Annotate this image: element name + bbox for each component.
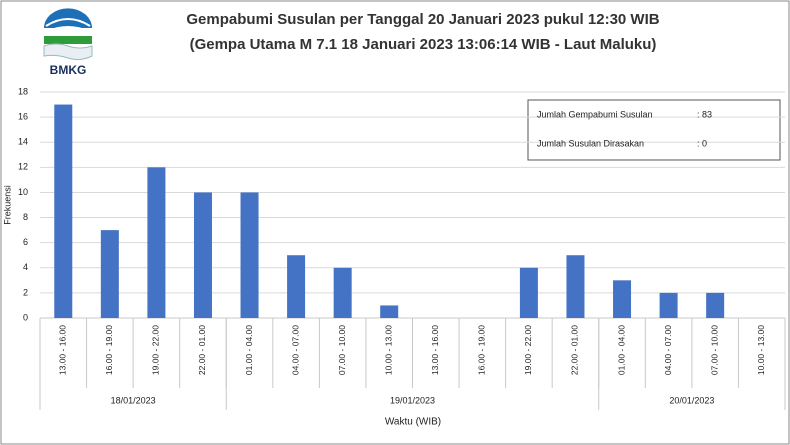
bar [380,305,399,318]
x-tick-label: 19.00 - 22.00 [151,325,161,375]
logo-text: BMKG [50,63,87,77]
y-tick-label: 0 [23,312,28,322]
x-tick-label: 19.00 - 22.00 [523,325,533,375]
bar [240,192,259,318]
info-value: : 0 [697,138,707,148]
chart-title: Gempabumi Susulan per Tanggal 20 Januari… [186,11,659,28]
x-tick-label: 16.00 - 19.00 [477,325,487,375]
x-tick-label: 16.00 - 19.00 [104,325,114,375]
x-tick-label: 10.00 - 13.00 [756,325,766,375]
bar [613,280,632,318]
x-tick-label: 01.00 - 04.00 [244,325,254,375]
info-box [527,99,781,161]
bar [333,267,352,318]
y-tick-label: 2 [23,287,28,297]
y-tick-label: 12 [18,162,28,172]
info-label: Jumlah Gempabumi Susulan [537,109,653,119]
group-label: 18/01/2023 [111,395,156,405]
x-tick-label: 22.00 - 01.00 [197,325,207,375]
y-tick-label: 14 [18,137,28,147]
y-tick-label: 10 [18,187,28,197]
info-value: : 83 [697,109,712,119]
bar [147,167,166,318]
group-label: 20/01/2023 [669,395,714,405]
bar [706,292,725,318]
bar [193,192,212,318]
x-tick-label: 07.00 - 10.00 [709,325,719,375]
x-tick-label: 22.00 - 01.00 [570,325,580,375]
chart-subtitle: (Gempa Utama M 7.1 18 Januari 2023 13:06… [190,36,657,53]
x-axis-title: Waktu (WIB) [385,417,441,428]
y-tick-label: 18 [18,86,28,96]
bar [287,255,306,318]
x-tick-label: 10.00 - 13.00 [383,325,393,375]
x-tick-label: 04.00 - 07.00 [290,325,300,375]
group-label: 19/01/2023 [390,395,435,405]
x-tick-label: 04.00 - 07.00 [663,325,673,375]
y-tick-label: 4 [23,262,28,272]
x-tick-label: 13.00 - 16.00 [430,325,440,375]
bar [519,267,538,318]
x-tick-label: 01.00 - 04.00 [616,325,626,375]
info-label: Jumlah Susulan Dirasakan [537,138,644,148]
x-tick-label: 13.00 - 16.00 [58,325,68,375]
bar [100,230,119,318]
y-tick-label: 6 [23,237,28,247]
y-axis-title: Frekuensi [2,185,12,225]
x-tick-label: 07.00 - 10.00 [337,325,347,375]
bar [566,255,585,318]
logo: BMKG [43,8,93,77]
y-tick-label: 8 [23,212,28,222]
bar [659,292,678,318]
bar [54,104,73,318]
y-tick-label: 16 [18,111,28,121]
